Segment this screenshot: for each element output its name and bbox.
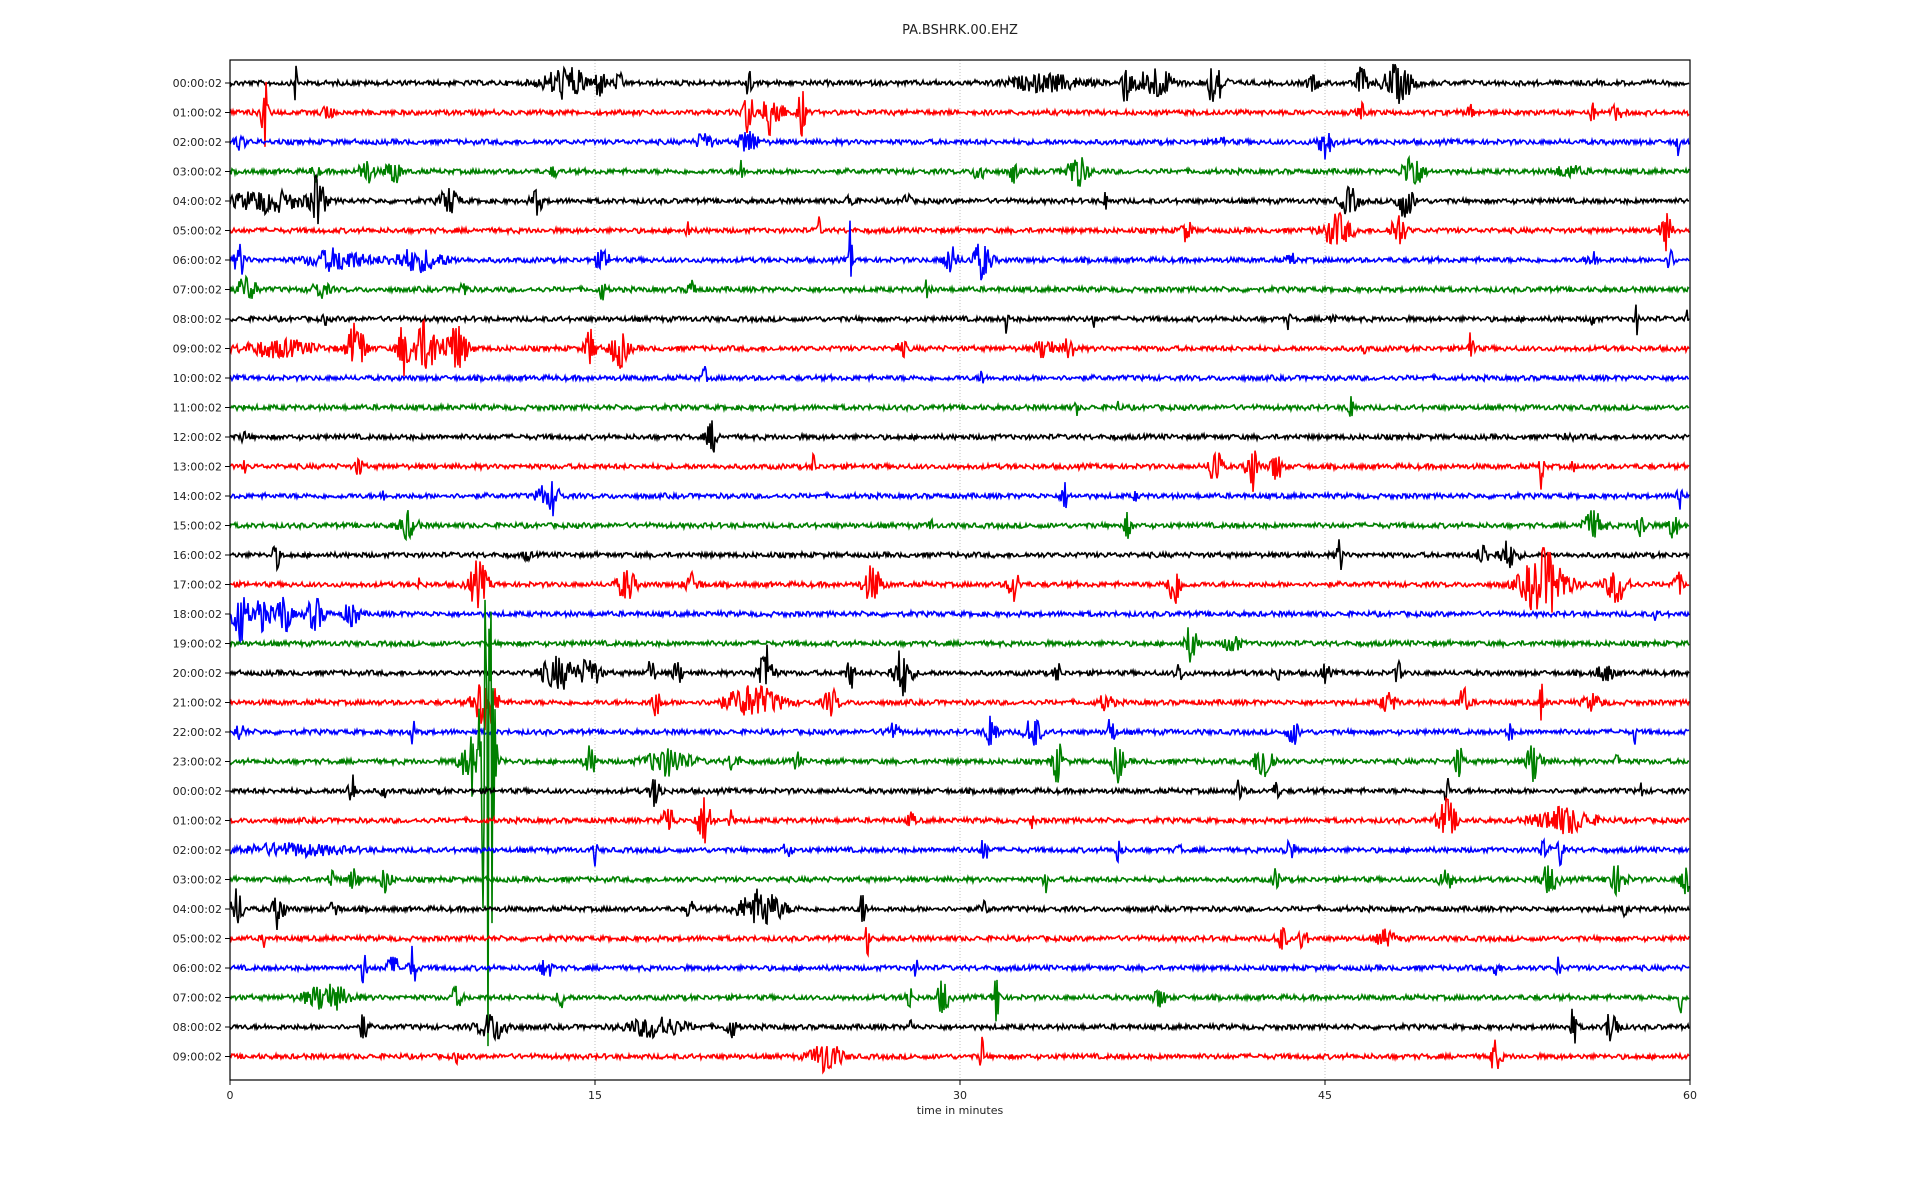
y-tick-label: 00:00:02 [173, 77, 222, 90]
trace-row-12 [230, 420, 1690, 453]
trace-row-31 [230, 979, 1690, 1022]
y-tick-label: 16:00:02 [173, 549, 222, 562]
x-tick-label: 15 [588, 1089, 602, 1102]
x-tick-label: 60 [1683, 1089, 1697, 1102]
y-tick-label: 06:00:02 [173, 962, 222, 975]
trace-row-28 [230, 888, 1690, 930]
trace-row-1 [230, 81, 1690, 147]
y-tick-label: 09:00:02 [173, 343, 222, 356]
trace-row-19 [230, 627, 1690, 663]
y-tick-label: 07:00:02 [173, 992, 222, 1005]
y-tick-label: 14:00:02 [173, 490, 222, 503]
y-tick-label: 10:00:02 [173, 372, 222, 385]
trace-row-21 [230, 683, 1690, 731]
y-tick-label: 20:00:02 [173, 667, 222, 680]
y-tick-label: 05:00:02 [173, 933, 222, 946]
trace-row-18 [230, 596, 1690, 645]
trace-row-8 [230, 304, 1690, 336]
x-tick-label: 30 [953, 1089, 967, 1102]
traces [230, 63, 1690, 1075]
y-tick-label: 03:00:02 [173, 166, 222, 179]
trace-row-17 [230, 547, 1690, 613]
trace-row-14 [230, 481, 1690, 517]
y-tick-label: 19:00:02 [173, 638, 222, 651]
y-tick-label: 08:00:02 [173, 1021, 222, 1034]
trace-row-9 [230, 318, 1690, 377]
trace-row-10 [230, 365, 1690, 384]
y-tick-label: 12:00:02 [173, 431, 222, 444]
trace-row-2 [230, 130, 1690, 160]
trace-row-6 [230, 220, 1690, 281]
trace-row-11 [230, 396, 1690, 417]
y-tick-label: 03:00:02 [173, 874, 222, 887]
trace-row-29 [230, 926, 1690, 958]
y-tick-label: 09:00:02 [173, 1051, 222, 1064]
trace-row-7 [230, 274, 1690, 301]
trace-row-16 [230, 539, 1690, 573]
trace-row-15 [230, 510, 1690, 542]
y-tick-label: 23:00:02 [173, 756, 222, 769]
trace-row-30 [230, 945, 1690, 984]
y-tick-label: 04:00:02 [173, 195, 222, 208]
x-tick-label: 0 [227, 1089, 234, 1102]
trace-row-4 [230, 173, 1689, 225]
y-tick-label: 07:00:02 [173, 284, 222, 297]
trace-row-32 [230, 1008, 1690, 1044]
trace-row-3 [230, 154, 1690, 187]
trace-row-26 [230, 837, 1690, 867]
y-tick-label: 02:00:02 [173, 844, 222, 857]
trace-row-23 [230, 599, 1689, 1047]
trace-row-24 [230, 774, 1690, 807]
trace-row-13 [230, 450, 1690, 492]
trace-row-0 [230, 63, 1690, 104]
grid-lines [594, 60, 1326, 1080]
y-tick-label: 22:00:02 [173, 726, 222, 739]
y-tick-label: 00:00:02 [173, 785, 222, 798]
y-axis: 00:00:02 01:00:02 02:00:02 03:00:02 04:00:02… [173, 77, 230, 1064]
x-tick-label: 45 [1318, 1089, 1332, 1102]
x-axis-label: time in minutes [917, 1104, 1004, 1117]
y-tick-label: 01:00:02 [173, 815, 222, 828]
y-tick-label: 01:00:02 [173, 107, 222, 120]
y-tick-label: 13:00:02 [173, 461, 222, 474]
trace-row-27 [230, 865, 1690, 898]
y-tick-label: 11:00:02 [173, 402, 222, 415]
trace-row-33 [230, 1036, 1690, 1075]
y-tick-label: 06:00:02 [173, 254, 222, 267]
y-tick-label: 18:00:02 [173, 608, 222, 621]
trace-row-25 [230, 796, 1690, 844]
y-tick-label: 04:00:02 [173, 903, 222, 916]
y-tick-label: 21:00:02 [173, 697, 222, 710]
x-axis: 0 15 30 45 60 [227, 1080, 1697, 1102]
y-tick-label: 15:00:02 [173, 520, 222, 533]
y-tick-label: 02:00:02 [173, 136, 222, 149]
trace-row-20 [230, 644, 1690, 697]
y-tick-label: 05:00:02 [173, 225, 222, 238]
trace-row-22 [230, 715, 1690, 746]
trace-row-5 [230, 211, 1690, 252]
y-tick-label: 08:00:02 [173, 313, 222, 326]
y-tick-label: 17:00:02 [173, 579, 222, 592]
chart-title: PA.BSHRK.00.EHZ [902, 23, 1018, 38]
